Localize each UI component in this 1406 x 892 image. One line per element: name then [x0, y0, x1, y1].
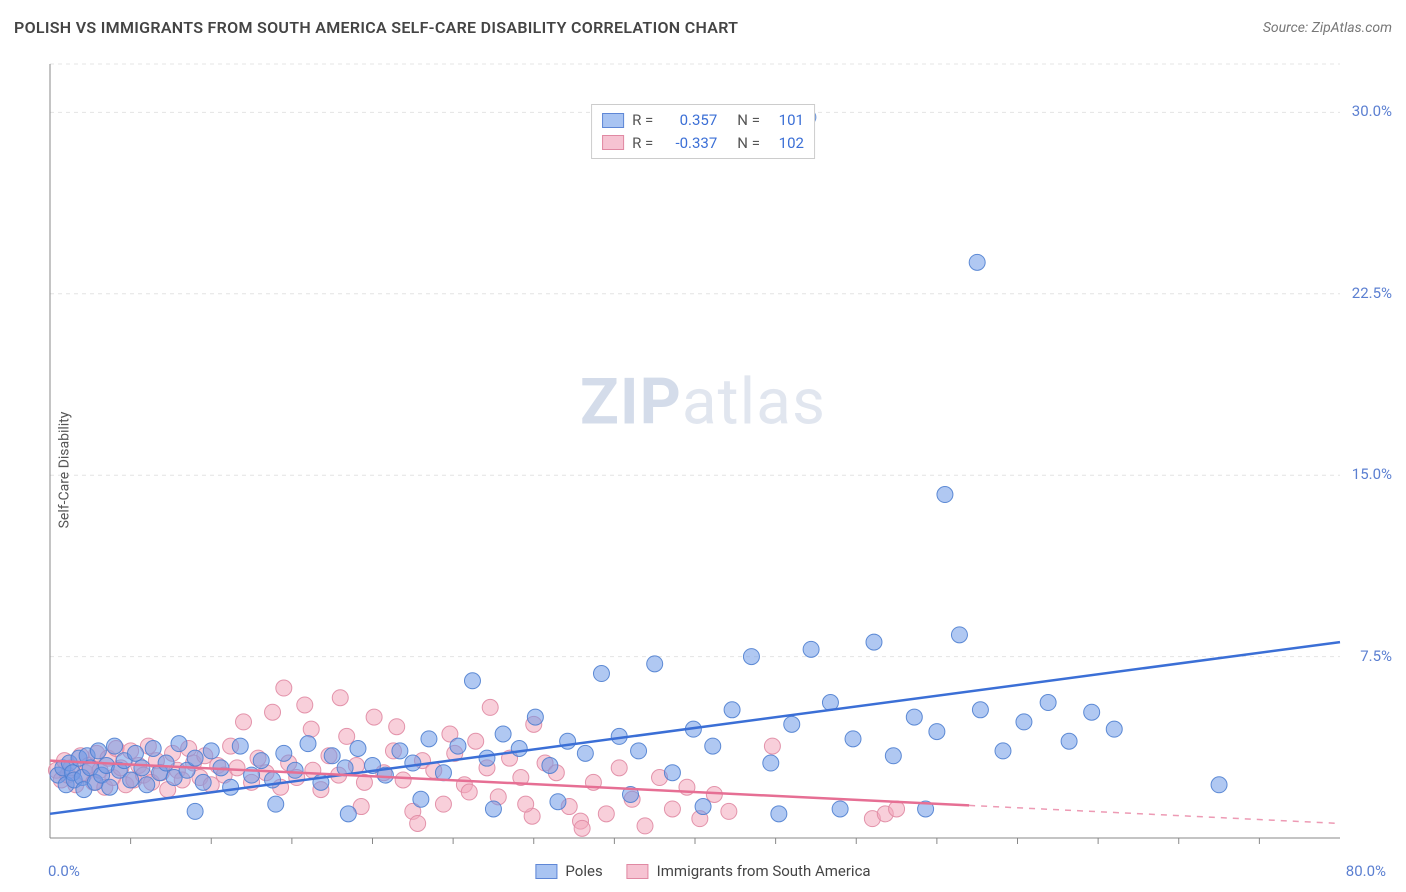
chart-header: POLISH VS IMMIGRANTS FROM SOUTH AMERICA … — [14, 18, 1392, 37]
y-tick-label: 30.0% — [1352, 102, 1392, 120]
legend-swatch — [535, 864, 557, 879]
y-tick-label: 7.5% — [1360, 647, 1392, 665]
chart-title: POLISH VS IMMIGRANTS FROM SOUTH AMERICA … — [14, 18, 738, 37]
y-tick-label: 15.0% — [1352, 465, 1392, 483]
scatter-chart — [0, 48, 1406, 892]
chart-source: Source: ZipAtlas.com — [1263, 20, 1392, 36]
legend-series: Poles Immigrants from South America — [535, 862, 870, 880]
legend-swatch — [602, 135, 624, 150]
legend-series-item: Poles — [535, 862, 602, 880]
y-axis-label: Self-Care Disability — [56, 412, 72, 529]
legend-correlation-row: R =0.357N =101 — [602, 109, 804, 132]
legend-series-label: Poles — [565, 862, 602, 880]
x-axis-max-label: 80.0% — [1346, 862, 1386, 880]
legend-swatch — [627, 864, 649, 879]
legend-series-item: Immigrants from South America — [627, 862, 871, 880]
chart-area: Self-Care Disability ZIPatlas R =0.357N … — [0, 48, 1406, 892]
y-tick-label: 22.5% — [1352, 284, 1392, 302]
legend-correlation-row: R =-0.337N =102 — [602, 132, 804, 155]
legend-series-label: Immigrants from South America — [657, 862, 871, 880]
legend-swatch — [602, 113, 624, 128]
x-axis-min-label: 0.0% — [48, 862, 80, 880]
legend-correlation: R =0.357N =101R =-0.337N =102 — [591, 104, 815, 159]
